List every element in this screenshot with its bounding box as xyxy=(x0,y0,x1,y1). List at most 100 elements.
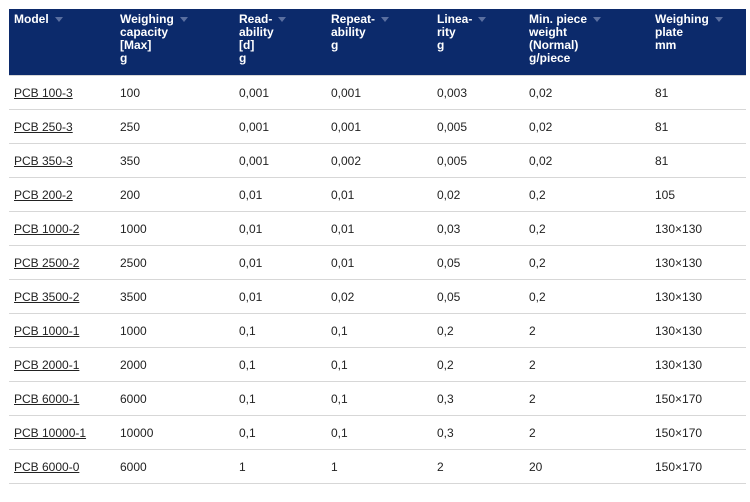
spec-cell: 2 xyxy=(524,381,650,416)
column-header[interactable]: Weighing capacity [Max] g xyxy=(115,9,234,76)
spec-cell: 0,2 xyxy=(524,211,650,246)
spec-cell: 0,01 xyxy=(326,211,432,246)
header-row: Model Weighing capacity [Max] g Read- abili… xyxy=(9,9,746,76)
table-row: PCB 100-3 100 0,001 0,001 0,003 0,02 81 xyxy=(9,75,746,110)
spec-cell: 0,1 xyxy=(326,415,432,450)
spec-cell: 0,02 xyxy=(432,177,524,212)
table-row: PCB 200-2 200 0,01 0,01 0,02 0,2 105 xyxy=(9,177,746,212)
model-cell: PCB 3500-2 xyxy=(9,279,115,314)
spec-cell: 0,05 xyxy=(432,279,524,314)
model-cell: PCB 200-2 xyxy=(9,177,115,212)
sort-arrow-icon[interactable] xyxy=(179,17,188,23)
column-header-label: Read- ability [d] xyxy=(239,13,322,52)
spec-cell: 0,005 xyxy=(432,143,524,178)
spec-cell: 130×130 xyxy=(650,279,746,314)
table-row: PCB 1000-1 1000 0,1 0,1 0,2 2 130×130 xyxy=(9,313,746,348)
spec-cell: 6000 xyxy=(115,449,234,484)
spec-cell: 0,02 xyxy=(524,109,650,144)
spec-cell: 250 xyxy=(115,109,234,144)
table-row: PCB 6000-0 6000 1 1 2 20 150×170 xyxy=(9,449,746,484)
spec-cell: 2 xyxy=(524,347,650,382)
model-link[interactable]: PCB 3500-2 xyxy=(14,289,80,304)
sort-arrow-icon[interactable] xyxy=(54,17,63,23)
model-link[interactable]: PCB 100-3 xyxy=(14,85,73,100)
spec-cell: 100 xyxy=(115,75,234,110)
spec-cell: 150×170 xyxy=(650,415,746,450)
table-row: PCB 6000-1 6000 0,1 0,1 0,3 2 150×170 xyxy=(9,381,746,416)
column-header-label: Weighing plate xyxy=(655,13,742,39)
spec-cell: 0,1 xyxy=(326,381,432,416)
spec-cell: 0,02 xyxy=(524,75,650,110)
column-header[interactable]: Weighing plate mm xyxy=(650,9,746,76)
column-unit: g xyxy=(120,51,128,65)
spec-cell: 1 xyxy=(326,449,432,484)
column-header-label: Linea- rity xyxy=(437,13,520,39)
model-link[interactable]: PCB 2500-2 xyxy=(14,255,80,270)
model-cell: PCB 10000-1 xyxy=(9,415,115,450)
sort-arrow-icon[interactable] xyxy=(381,17,390,23)
spec-cell: 0,001 xyxy=(234,143,326,178)
spec-cell: 0,02 xyxy=(326,279,432,314)
spec-cell: 150×170 xyxy=(650,381,746,416)
table-body: PCB 100-3 100 0,001 0,001 0,003 0,02 81 PCB 250… xyxy=(9,75,746,484)
column-unit: g/piece xyxy=(529,51,571,65)
column-header[interactable]: Linea- rity g xyxy=(432,9,524,76)
spec-cell: 0,1 xyxy=(234,347,326,382)
spec-cell: 0,3 xyxy=(432,415,524,450)
column-unit: mm xyxy=(655,38,677,52)
sort-arrow-icon[interactable] xyxy=(593,17,602,23)
spec-cell: 0,2 xyxy=(432,347,524,382)
spec-cell: 81 xyxy=(650,143,746,178)
model-link[interactable]: PCB 350-3 xyxy=(14,153,73,168)
spec-cell: 0,2 xyxy=(432,313,524,348)
column-header-label: Weighing capacity [Max] xyxy=(120,13,230,52)
sort-arrow-icon[interactable] xyxy=(478,17,487,23)
column-header[interactable]: Model xyxy=(9,9,115,76)
spec-cell: 0,2 xyxy=(524,279,650,314)
model-cell: PCB 100-3 xyxy=(9,75,115,110)
model-link[interactable]: PCB 6000-1 xyxy=(14,391,80,406)
model-cell: PCB 250-3 xyxy=(9,109,115,144)
spec-cell: 1000 xyxy=(115,211,234,246)
model-link[interactable]: PCB 10000-1 xyxy=(14,425,87,440)
model-link[interactable]: PCB 200-2 xyxy=(14,187,73,202)
model-cell: PCB 2500-2 xyxy=(9,245,115,280)
spec-cell: 0,03 xyxy=(432,211,524,246)
model-cell: PCB 6000-0 xyxy=(9,449,115,484)
sort-arrow-icon[interactable] xyxy=(714,17,723,23)
spec-cell: 0,001 xyxy=(234,109,326,144)
column-header[interactable]: Min. piece weight (Normal) g/piece xyxy=(524,9,650,76)
spec-cell: 0,01 xyxy=(234,177,326,212)
spec-cell: 3500 xyxy=(115,279,234,314)
model-link[interactable]: PCB 6000-0 xyxy=(14,459,80,474)
spec-cell: 0,01 xyxy=(326,177,432,212)
spec-cell: 1000 xyxy=(115,313,234,348)
model-cell: PCB 1000-1 xyxy=(9,313,115,348)
spec-cell: 1 xyxy=(234,449,326,484)
column-header[interactable]: Read- ability [d] g xyxy=(234,9,326,76)
model-link[interactable]: PCB 2000-1 xyxy=(14,357,80,372)
product-spec-table: Model Weighing capacity [Max] g Read- abili… xyxy=(9,9,746,484)
spec-cell: 0,3 xyxy=(432,381,524,416)
spec-cell: 81 xyxy=(650,109,746,144)
model-link[interactable]: PCB 250-3 xyxy=(14,119,73,134)
spec-cell: 0,003 xyxy=(432,75,524,110)
spec-cell: 105 xyxy=(650,177,746,212)
table-row: PCB 1000-2 1000 0,01 0,01 0,03 0,2 130×130 xyxy=(9,211,746,246)
model-link[interactable]: PCB 1000-2 xyxy=(14,221,80,236)
spec-cell: 0,01 xyxy=(234,279,326,314)
column-unit: g xyxy=(437,38,445,52)
column-header-label: Repeat- ability xyxy=(331,13,428,39)
spec-cell: 0,2 xyxy=(524,177,650,212)
spec-cell: 150×170 xyxy=(650,449,746,484)
column-header-label: Min. piece weight (Normal) xyxy=(529,13,646,52)
spec-cell: 0,2 xyxy=(524,245,650,280)
model-link[interactable]: PCB 1000-1 xyxy=(14,323,80,338)
spec-cell: 0,02 xyxy=(524,143,650,178)
spec-cell: 200 xyxy=(115,177,234,212)
column-header[interactable]: Repeat- ability g xyxy=(326,9,432,76)
column-header-label: Model xyxy=(14,13,111,26)
spec-cell: 0,1 xyxy=(234,415,326,450)
model-cell: PCB 350-3 xyxy=(9,143,115,178)
sort-arrow-icon[interactable] xyxy=(278,17,287,23)
